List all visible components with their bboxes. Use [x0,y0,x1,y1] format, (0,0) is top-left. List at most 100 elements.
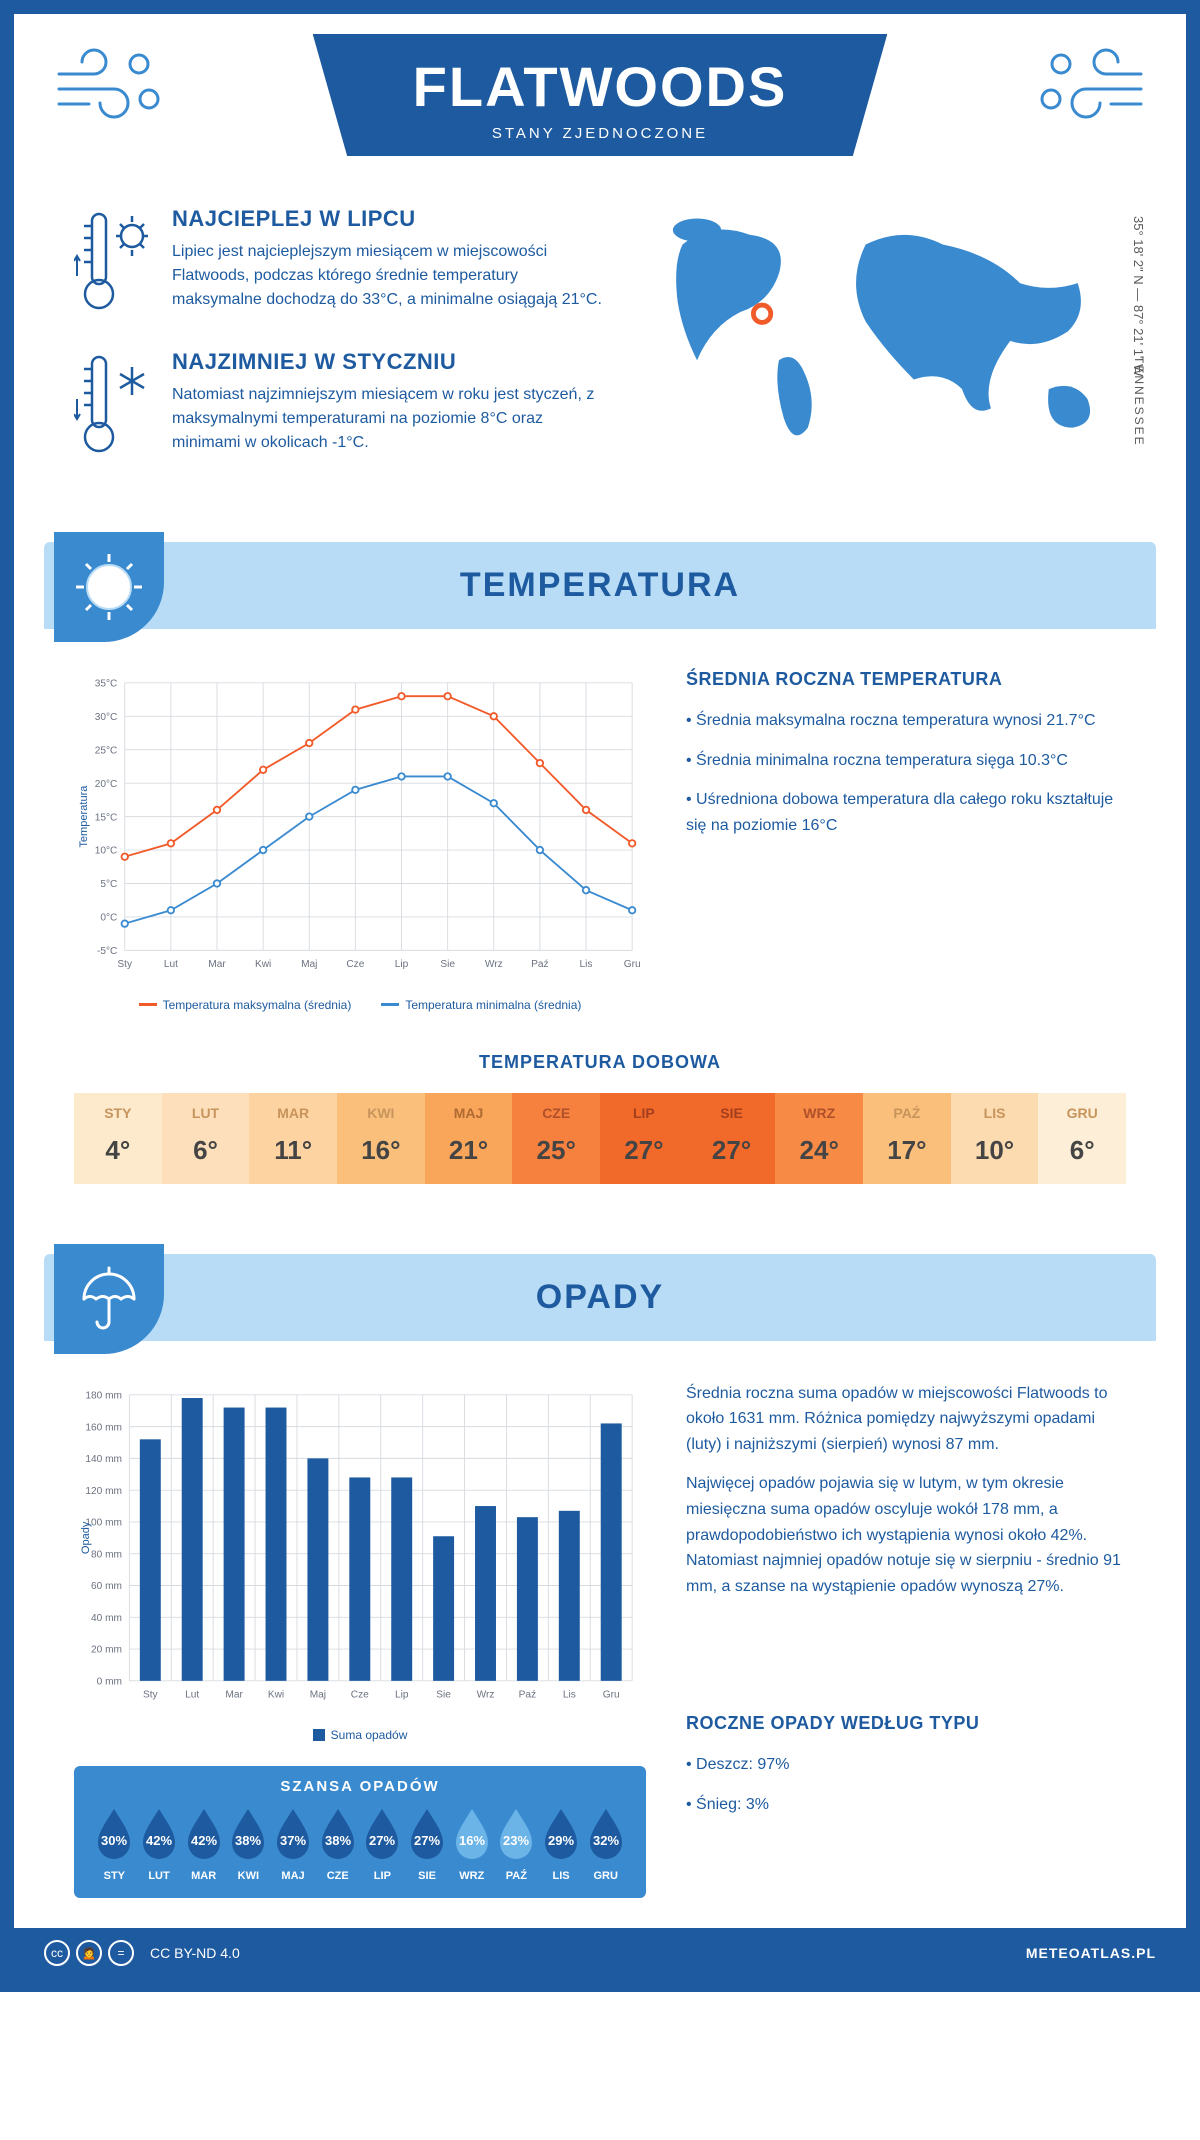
daily-temp-cell: LIP27° [600,1093,688,1184]
precip-chance-drop: 23%PAŹ [494,1807,539,1882]
section-header-temperature: TEMPERATURA [44,542,1156,629]
coordinates-label: 35° 18' 2" N — 87° 21' 1" W [1131,216,1146,376]
svg-text:38%: 38% [325,1833,351,1848]
precip-legend: Suma opadów [74,1728,646,1742]
thermometer-snow-icon [74,349,154,464]
temperature-title: TEMPERATURA [44,566,1156,605]
svg-text:Lip: Lip [395,959,409,970]
fact-coldest-text: Natomiast najzimniejszym miesiącem w rok… [172,383,604,455]
svg-text:Kwi: Kwi [268,1689,284,1700]
svg-text:42%: 42% [191,1833,217,1848]
svg-text:160 mm: 160 mm [85,1422,122,1433]
svg-text:15°C: 15°C [95,812,118,823]
svg-text:0°C: 0°C [100,913,117,924]
map-area: 35° 18' 2" N — 87° 21' 1" W TENNESSEE [644,206,1126,492]
precip-p1: Średnia roczna suma opadów w miejscowośc… [686,1381,1126,1458]
daily-temp-cell: PAŹ17° [863,1093,951,1184]
svg-text:37%: 37% [280,1833,306,1848]
precip-body: 0 mm20 mm40 mm60 mm80 mm100 mm120 mm140 … [14,1341,1186,1928]
annual-item: Uśredniona dobowa temperatura dla całego… [686,787,1126,838]
svg-text:Sty: Sty [117,959,133,970]
svg-text:32%: 32% [593,1833,619,1848]
svg-text:Cze: Cze [346,959,364,970]
umbrella-icon [54,1244,164,1354]
svg-text:23%: 23% [503,1833,529,1848]
svg-text:16%: 16% [459,1833,485,1848]
precip-chance-drop: 27%LIP [360,1807,405,1882]
site-label: METEOATLAS.PL [1026,1945,1156,1961]
wind-icon [54,44,164,129]
fact-coldest: NAJZIMNIEJ W STYCZNIU Natomiast najzimni… [74,349,604,464]
svg-text:Sie: Sie [436,1689,451,1700]
svg-text:Wrz: Wrz [485,959,503,970]
temperature-legend: Temperatura maksymalna (średnia) Tempera… [74,998,646,1012]
svg-text:Gru: Gru [624,959,641,970]
fact-warmest-title: NAJCIEPLEJ W LIPCU [172,206,604,232]
svg-text:10°C: 10°C [95,846,118,857]
svg-text:Lis: Lis [580,959,593,970]
daily-temperature: TEMPERATURA DOBOWA STY4°LUT6°MAR11°KWI16… [14,1042,1186,1234]
svg-text:Paź: Paź [519,1689,536,1700]
svg-text:Mar: Mar [208,959,226,970]
precip-chance-drop: 42%MAR [181,1807,226,1882]
svg-text:Opady: Opady [80,1521,92,1554]
daily-temp-cell: KWI16° [337,1093,425,1184]
section-header-precip: OPADY [44,1254,1156,1341]
world-map-icon [644,206,1126,457]
svg-text:Lut: Lut [185,1689,199,1700]
fact-warmest: NAJCIEPLEJ W LIPCU Lipiec jest najcieple… [74,206,604,321]
precip-title: OPADY [44,1278,1156,1317]
legend-min-label: Temperatura minimalna (średnia) [405,998,581,1012]
precip-chance-drop: 37%MAJ [271,1807,316,1882]
daily-temp-cell: LIS10° [951,1093,1039,1184]
page-container: FLATWOODS STANY ZJEDNOCZONE NAJCIEPLEJ W… [0,0,1200,1992]
svg-text:Maj: Maj [310,1689,326,1700]
chance-title: SZANSA OPADÓW [92,1778,628,1795]
precip-chance-box: SZANSA OPADÓW 30%STY42%LUT42%MAR38%KWI37… [74,1766,646,1898]
svg-text:120 mm: 120 mm [85,1486,122,1497]
svg-text:Gru: Gru [603,1689,620,1700]
svg-text:0 mm: 0 mm [97,1676,122,1687]
annual-item: Średnia minimalna roczna temperatura się… [686,748,1126,774]
license-label: CC BY-ND 4.0 [150,1945,240,1961]
svg-text:27%: 27% [369,1833,395,1848]
thermometer-sun-icon [74,206,154,321]
daily-temp-cell: MAR11° [249,1093,337,1184]
svg-text:38%: 38% [235,1833,261,1848]
by-icon: 🙍 [76,1940,102,1966]
daily-temp-cell: CZE25° [512,1093,600,1184]
svg-text:40 mm: 40 mm [91,1613,122,1624]
header: FLATWOODS STANY ZJEDNOCZONE [14,14,1186,186]
svg-text:27%: 27% [414,1833,440,1848]
svg-text:-5°C: -5°C [97,946,117,957]
precip-bytype-title: ROCZNE OPADY WEDŁUG TYPU [686,1713,1126,1734]
svg-text:35°C: 35°C [95,679,118,690]
svg-text:Lut: Lut [164,959,178,970]
fact-warmest-text: Lipiec jest najcieplejszym miesiącem w m… [172,240,604,312]
license-badges: cc 🙍 = CC BY-ND 4.0 [44,1940,240,1966]
temperature-annual-text: ŚREDNIA ROCZNA TEMPERATURA Średnia maksy… [686,669,1126,1012]
sun-icon [54,532,164,642]
cc-icon: cc [44,1940,70,1966]
daily-temp-cell: SIE27° [688,1093,776,1184]
precip-chance-drop: 32%GRU [583,1807,628,1882]
nd-icon: = [108,1940,134,1966]
legend-max-label: Temperatura maksymalna (średnia) [163,998,352,1012]
precip-text: Średnia roczna suma opadów w miejscowośc… [686,1381,1126,1898]
temperature-body: -5°C0°C5°C10°C15°C20°C25°C30°C35°CStyLut… [14,629,1186,1042]
precip-legend-label: Suma opadów [331,1728,408,1742]
svg-text:Paź: Paź [531,959,548,970]
daily-temp-cell: MAJ21° [425,1093,513,1184]
svg-text:Cze: Cze [351,1689,369,1700]
svg-text:30°C: 30°C [95,712,118,723]
map-marker [753,305,770,322]
svg-text:42%: 42% [146,1833,172,1848]
intro-section: NAJCIEPLEJ W LIPCU Lipiec jest najcieple… [14,186,1186,522]
page-title: FLATWOODS [413,54,788,119]
svg-text:80 mm: 80 mm [91,1549,122,1560]
svg-text:Lis: Lis [563,1689,576,1700]
page-subtitle: STANY ZJEDNOCZONE [413,125,788,142]
svg-text:20 mm: 20 mm [91,1644,122,1655]
svg-text:Maj: Maj [301,959,317,970]
svg-text:Sie: Sie [440,959,455,970]
